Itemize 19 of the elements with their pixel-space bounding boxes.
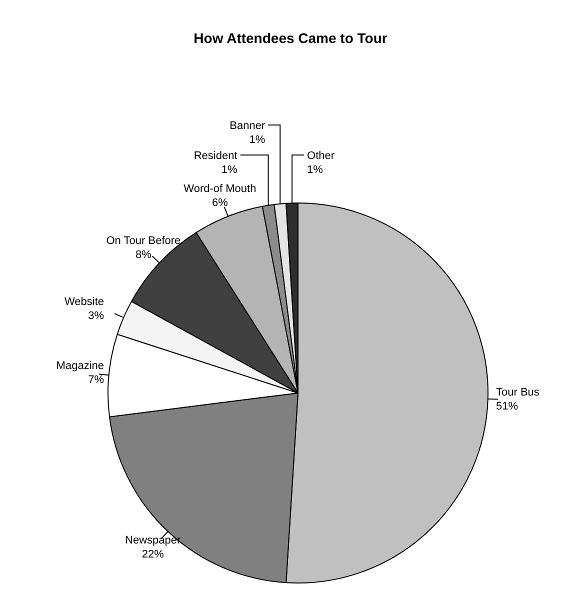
chart-title: How Attendees Came to Tour: [192, 30, 388, 46]
data-label: 3%: [88, 310, 104, 322]
data-label: 51%: [496, 400, 518, 413]
data-label: 1%: [307, 164, 324, 176]
slice-label: On Tour Before: [106, 234, 181, 247]
slice-label: Magazine: [56, 360, 104, 372]
slice-label: Newspaper: [125, 534, 182, 547]
data-label: 1%: [221, 164, 238, 176]
data-label: 6%: [212, 196, 228, 209]
slice-label: Other: [307, 150, 335, 162]
slice-label: Banner: [230, 120, 266, 132]
slice-label: Resident: [194, 150, 238, 162]
data-label: 7%: [88, 374, 104, 386]
slice-label: Tour Bus: [496, 386, 540, 399]
slice-label: Word-of Mouth: [184, 182, 256, 195]
slice-label: Website: [64, 296, 104, 308]
data-label: 1%: [249, 134, 266, 146]
data-label: 8%: [136, 248, 152, 261]
data-label: 22%: [142, 548, 164, 561]
